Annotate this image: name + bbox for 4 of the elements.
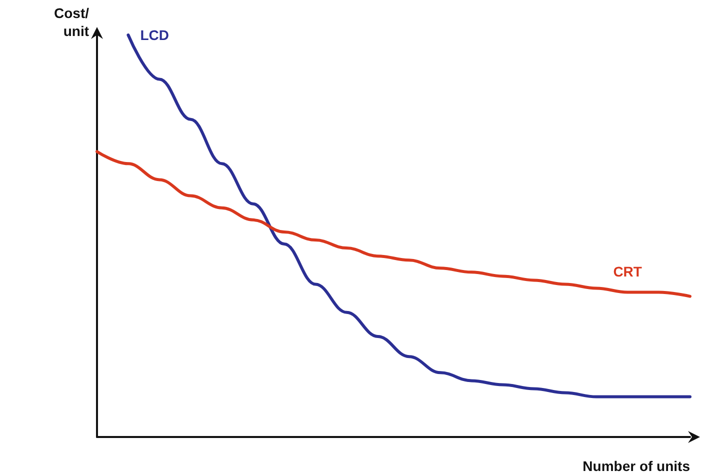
series-label: CRT xyxy=(613,263,642,280)
x-axis-title: Number of units xyxy=(582,458,690,474)
series-label: LCD xyxy=(140,27,169,43)
y-axis-title: Cost/ unit xyxy=(54,5,90,39)
